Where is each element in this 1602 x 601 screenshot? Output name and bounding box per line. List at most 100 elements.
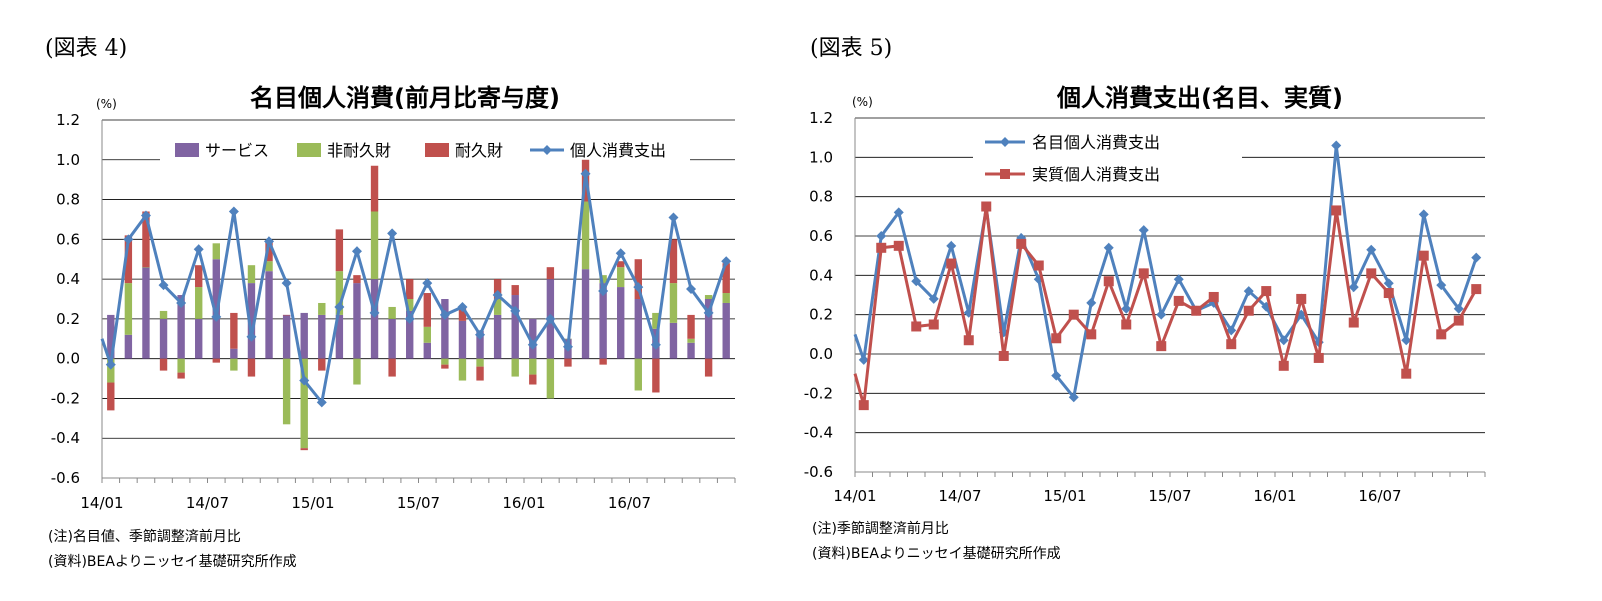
bar-segment	[370, 279, 379, 359]
bar-segment	[669, 322, 678, 359]
data-point	[721, 256, 732, 267]
figure-5-label: (図表 5)	[810, 36, 893, 61]
figure-5-panel: (図表 5) 1.2 1.0 0.8 0.6 0.4 0.2 0.0 -0.2 -0.4 -0.6…	[790, 0, 1602, 601]
data-point	[1086, 297, 1097, 308]
y-tick-label: 0.8	[809, 188, 833, 206]
y-tick-label: 0.0	[809, 345, 833, 363]
bar-segment	[493, 314, 502, 359]
data-point	[140, 210, 151, 221]
data-point	[1366, 268, 1377, 279]
bar-segment	[195, 287, 203, 319]
data-point	[264, 236, 275, 247]
figure-5-title: 個人消費支出(名目、実質)	[1057, 84, 1343, 112]
y-tick-label: -0.2	[804, 384, 833, 402]
data-point	[246, 331, 257, 342]
data-point	[998, 350, 1009, 361]
data-point	[510, 305, 521, 316]
data-point	[858, 400, 869, 411]
figure-5-note: (注)季節調整済前月比	[812, 521, 949, 537]
bar-segment	[247, 358, 256, 377]
data-point	[911, 276, 922, 287]
bar-segment	[617, 261, 625, 268]
bar-segment	[230, 312, 238, 349]
data-point	[1121, 303, 1132, 314]
y-tick-label: 1.2	[809, 109, 833, 127]
data-point	[1173, 295, 1184, 306]
bar-segment	[458, 358, 467, 381]
data-point	[545, 313, 556, 324]
bar-segment	[335, 229, 344, 272]
bar-segment	[177, 295, 185, 359]
bar-segment	[617, 287, 625, 359]
y-tick-label: -0.2	[51, 389, 80, 407]
data-point	[1138, 268, 1149, 279]
data-point	[228, 206, 239, 217]
figure-4-panel: (図表 4) 1.2 1.0 0.8 0.6 0.4 0.2 0.0 -0.2 -0.4 -0.6…	[0, 0, 790, 601]
data-point	[1243, 305, 1254, 316]
bar-segment	[564, 358, 572, 367]
bar-segment	[687, 314, 695, 339]
bar-segment	[722, 302, 730, 359]
legend-swatch	[297, 143, 321, 157]
bar-segment	[265, 261, 273, 272]
data-point	[946, 240, 957, 251]
y-tick-label: 0.6	[809, 227, 833, 245]
bar-segment	[353, 358, 361, 385]
data-point	[369, 307, 380, 318]
legend-label: 個人消費支出	[570, 141, 666, 160]
bar-segment	[318, 302, 326, 315]
x-tick-label: 16/01	[502, 494, 545, 512]
x-tick-label: 14/07	[186, 494, 229, 512]
bar-segment	[159, 310, 168, 319]
unit-label: (%)	[852, 95, 873, 109]
data-point	[1418, 209, 1429, 220]
bar-segment	[423, 326, 431, 343]
data-point	[580, 168, 591, 179]
data-point	[334, 301, 345, 312]
data-point	[123, 234, 134, 245]
bar-segment	[159, 358, 168, 371]
data-point	[615, 248, 626, 259]
bar-segment	[353, 283, 361, 359]
y-tick-label: 0.2	[56, 310, 80, 328]
data-point	[1226, 339, 1237, 350]
bar-segment	[493, 279, 502, 299]
bar-segment	[458, 306, 467, 321]
data-point	[1366, 244, 1377, 255]
bar-segment	[652, 312, 660, 329]
y-tick-label: 1.2	[56, 111, 80, 129]
data-point	[1453, 303, 1464, 314]
data-point	[1261, 286, 1272, 297]
bar-segment	[300, 358, 308, 449]
data-point	[1156, 309, 1167, 320]
y-tick-label: -0.4	[804, 424, 833, 442]
figure-4-title: 名目個人消費(前月比寄与度)	[250, 84, 560, 112]
data-point	[1173, 274, 1184, 285]
figure-5-source: (資料)BEAよりニッセイ基礎研究所作成	[812, 546, 1061, 562]
bar-segment	[441, 299, 449, 359]
bar-segment	[195, 265, 203, 288]
data-point	[351, 246, 362, 257]
x-tick-label: 15/07	[1148, 487, 1191, 505]
bar-segment	[335, 314, 344, 359]
data-point	[1156, 341, 1167, 352]
bar-segment	[511, 358, 519, 377]
legend-swatch	[175, 143, 199, 157]
bar-segment	[704, 358, 713, 377]
bar-segment	[634, 358, 642, 391]
bar-segment	[599, 358, 607, 365]
data-point	[1033, 260, 1044, 271]
data-point	[176, 297, 187, 308]
bar-segment	[581, 269, 590, 359]
data-point	[1103, 242, 1114, 253]
y-tick-label: 0.6	[56, 230, 80, 248]
data-point	[1453, 315, 1464, 326]
data-point	[1383, 288, 1394, 299]
data-point	[404, 313, 415, 324]
bar-segment	[159, 318, 168, 359]
bar-segment	[652, 358, 660, 393]
bar-segment	[476, 366, 484, 381]
legend-swatch	[425, 143, 449, 157]
y-tick-label: -0.6	[804, 463, 833, 481]
bar-segment	[458, 320, 467, 359]
